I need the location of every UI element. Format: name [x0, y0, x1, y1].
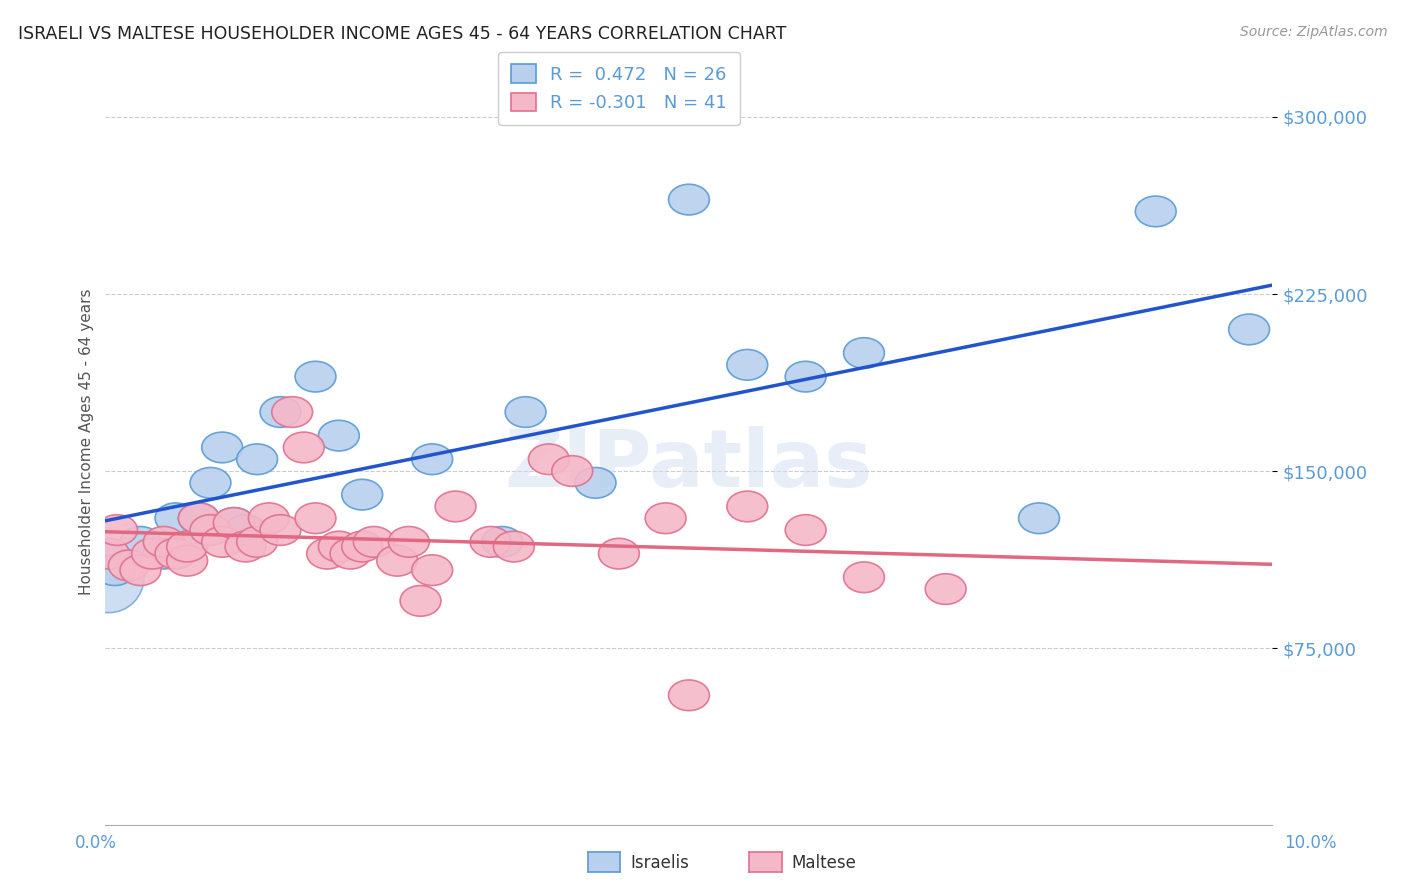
Ellipse shape — [599, 538, 640, 569]
Ellipse shape — [844, 338, 884, 368]
Text: ZIPatlas: ZIPatlas — [505, 425, 873, 504]
Ellipse shape — [143, 526, 184, 558]
Text: 10.0%: 10.0% — [1284, 834, 1337, 852]
Ellipse shape — [353, 526, 394, 558]
Ellipse shape — [75, 541, 143, 613]
Ellipse shape — [470, 526, 510, 558]
Text: Maltese: Maltese — [792, 854, 856, 871]
Ellipse shape — [844, 562, 884, 592]
Ellipse shape — [167, 532, 208, 562]
Ellipse shape — [494, 532, 534, 562]
Text: ISRAELI VS MALTESE HOUSEHOLDER INCOME AGES 45 - 64 YEARS CORRELATION CHART: ISRAELI VS MALTESE HOUSEHOLDER INCOME AG… — [18, 25, 786, 43]
Ellipse shape — [89, 538, 129, 569]
Ellipse shape — [225, 515, 266, 545]
Ellipse shape — [108, 550, 149, 581]
Ellipse shape — [645, 503, 686, 533]
Ellipse shape — [412, 555, 453, 585]
Ellipse shape — [155, 538, 195, 569]
Text: Source: ZipAtlas.com: Source: ZipAtlas.com — [1240, 25, 1388, 39]
Ellipse shape — [342, 479, 382, 510]
Ellipse shape — [482, 526, 523, 558]
Ellipse shape — [1018, 503, 1060, 533]
Ellipse shape — [668, 680, 710, 711]
Ellipse shape — [167, 532, 208, 562]
Ellipse shape — [295, 503, 336, 533]
Ellipse shape — [201, 526, 243, 558]
Ellipse shape — [412, 444, 453, 475]
Ellipse shape — [551, 456, 593, 486]
Ellipse shape — [201, 432, 243, 463]
Ellipse shape — [529, 444, 569, 475]
Ellipse shape — [668, 185, 710, 215]
Ellipse shape — [377, 545, 418, 576]
Ellipse shape — [505, 397, 546, 427]
Ellipse shape — [143, 538, 184, 569]
Legend: R =  0.472   N = 26, R = -0.301   N = 41: R = 0.472 N = 26, R = -0.301 N = 41 — [498, 52, 740, 125]
Ellipse shape — [120, 526, 160, 558]
Ellipse shape — [785, 515, 827, 545]
Ellipse shape — [214, 508, 254, 538]
Ellipse shape — [295, 361, 336, 392]
Ellipse shape — [434, 491, 477, 522]
Ellipse shape — [284, 432, 325, 463]
Ellipse shape — [575, 467, 616, 499]
Y-axis label: Householder Income Ages 45 - 64 years: Householder Income Ages 45 - 64 years — [79, 288, 94, 595]
Ellipse shape — [330, 538, 371, 569]
Ellipse shape — [179, 503, 219, 533]
Ellipse shape — [260, 397, 301, 427]
Ellipse shape — [155, 503, 195, 533]
Ellipse shape — [925, 574, 966, 605]
Ellipse shape — [727, 491, 768, 522]
Ellipse shape — [190, 515, 231, 545]
Ellipse shape — [97, 515, 138, 545]
Ellipse shape — [260, 515, 301, 545]
Ellipse shape — [342, 532, 382, 562]
Ellipse shape — [214, 508, 254, 538]
Ellipse shape — [132, 538, 173, 569]
Ellipse shape — [401, 585, 441, 616]
Text: Israelis: Israelis — [630, 854, 689, 871]
Ellipse shape — [1135, 196, 1177, 227]
Ellipse shape — [236, 444, 277, 475]
Ellipse shape — [1229, 314, 1270, 345]
Ellipse shape — [190, 467, 231, 499]
Ellipse shape — [307, 538, 347, 569]
Ellipse shape — [236, 526, 277, 558]
Ellipse shape — [120, 555, 160, 585]
Ellipse shape — [249, 503, 290, 533]
Ellipse shape — [388, 526, 429, 558]
Text: 0.0%: 0.0% — [75, 834, 117, 852]
Ellipse shape — [179, 503, 219, 533]
Ellipse shape — [318, 420, 360, 451]
Ellipse shape — [727, 350, 768, 380]
Ellipse shape — [167, 545, 208, 576]
Ellipse shape — [225, 532, 266, 562]
Ellipse shape — [318, 532, 360, 562]
Ellipse shape — [785, 361, 827, 392]
Ellipse shape — [271, 397, 312, 427]
Ellipse shape — [94, 555, 135, 585]
